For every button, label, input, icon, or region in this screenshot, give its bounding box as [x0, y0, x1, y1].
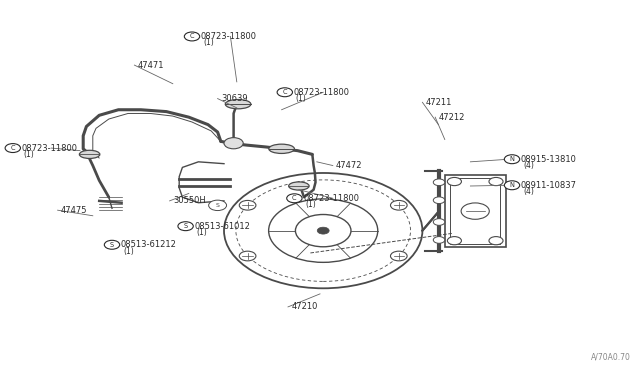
- Circle shape: [390, 251, 407, 261]
- Text: 08723-11800: 08723-11800: [201, 32, 257, 41]
- Circle shape: [104, 240, 120, 249]
- Circle shape: [447, 237, 461, 245]
- Text: 08513-61012: 08513-61012: [195, 222, 250, 231]
- Ellipse shape: [79, 150, 100, 158]
- Circle shape: [447, 177, 461, 186]
- Text: (1): (1): [305, 200, 316, 209]
- Circle shape: [489, 177, 503, 186]
- Text: 08723-11800: 08723-11800: [303, 194, 360, 203]
- Bar: [445, 175, 506, 247]
- Text: 47211: 47211: [426, 98, 452, 107]
- Circle shape: [184, 32, 200, 41]
- Circle shape: [287, 194, 302, 203]
- Text: A/70A0.70: A/70A0.70: [591, 353, 630, 362]
- Text: 47471: 47471: [138, 61, 164, 70]
- Ellipse shape: [289, 182, 309, 190]
- Text: 08911-10837: 08911-10837: [521, 181, 577, 190]
- Text: 47475: 47475: [61, 206, 87, 215]
- Text: (1): (1): [123, 247, 134, 256]
- Circle shape: [209, 200, 227, 211]
- Circle shape: [504, 181, 520, 190]
- Text: 47212: 47212: [438, 113, 465, 122]
- Text: C: C: [292, 195, 297, 201]
- Text: 08723-11800: 08723-11800: [22, 144, 78, 153]
- Text: S: S: [216, 203, 220, 208]
- Circle shape: [433, 219, 445, 225]
- Text: 30550H: 30550H: [173, 196, 205, 205]
- Circle shape: [489, 237, 503, 245]
- Text: (1): (1): [196, 228, 207, 237]
- Circle shape: [433, 179, 445, 186]
- Bar: [450, 178, 500, 244]
- Circle shape: [390, 201, 407, 210]
- Circle shape: [433, 197, 445, 203]
- Circle shape: [178, 222, 193, 231]
- Text: (1): (1): [296, 94, 307, 103]
- Text: S: S: [110, 242, 114, 248]
- Circle shape: [239, 201, 256, 210]
- Text: C: C: [10, 145, 15, 151]
- Text: 08513-61212: 08513-61212: [121, 240, 177, 249]
- Circle shape: [277, 88, 292, 97]
- Circle shape: [5, 144, 20, 153]
- Circle shape: [504, 155, 520, 164]
- Circle shape: [317, 227, 329, 234]
- Text: C: C: [282, 89, 287, 95]
- Text: S: S: [184, 223, 188, 229]
- Text: (4): (4): [523, 187, 534, 196]
- Text: 08915-13810: 08915-13810: [521, 155, 577, 164]
- Ellipse shape: [225, 100, 251, 109]
- Text: (4): (4): [523, 161, 534, 170]
- Text: N: N: [509, 182, 515, 188]
- Ellipse shape: [269, 144, 294, 153]
- Circle shape: [224, 138, 243, 149]
- Circle shape: [433, 237, 445, 243]
- Text: (1): (1): [24, 150, 35, 159]
- Text: 47210: 47210: [291, 302, 317, 311]
- Text: N: N: [509, 156, 515, 162]
- Text: 08723-11800: 08723-11800: [294, 88, 349, 97]
- Text: 47472: 47472: [336, 161, 362, 170]
- Text: C: C: [189, 33, 195, 39]
- Circle shape: [239, 251, 256, 261]
- Text: 30639: 30639: [221, 94, 248, 103]
- Text: (1): (1): [203, 38, 214, 47]
